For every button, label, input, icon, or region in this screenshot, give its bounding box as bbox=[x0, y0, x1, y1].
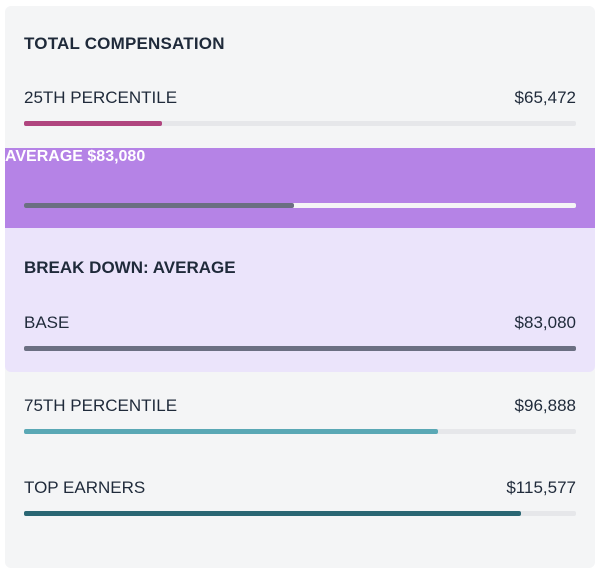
progress-track bbox=[24, 511, 576, 516]
progress-track bbox=[24, 203, 576, 208]
progress-track bbox=[24, 121, 576, 126]
breakdown-panel: BREAK DOWN: AVERAGE BASE $83,080 bbox=[5, 228, 595, 372]
progress-track bbox=[24, 429, 576, 434]
row-value: $65,472 bbox=[514, 88, 576, 107]
breakdown-title: BREAK DOWN: AVERAGE bbox=[24, 258, 236, 277]
row-label: AVERAGE bbox=[5, 148, 83, 165]
row-value: $115,577 bbox=[506, 478, 576, 497]
row-label: TOP EARNERS bbox=[24, 478, 146, 497]
card-title: TOTAL COMPENSATION bbox=[24, 34, 225, 53]
row-value: $96,888 bbox=[514, 396, 576, 415]
progress-fill bbox=[24, 429, 438, 434]
compensation-card: TOTAL COMPENSATION 25TH PERCENTILE $65,4… bbox=[5, 6, 595, 568]
progress-fill bbox=[24, 203, 295, 208]
row-value: $83,080 bbox=[87, 148, 146, 165]
progress-fill bbox=[24, 121, 162, 126]
progress-fill bbox=[24, 346, 576, 351]
row-label: 25TH PERCENTILE bbox=[24, 88, 178, 107]
row-label: BASE bbox=[24, 313, 70, 332]
row-label: 75TH PERCENTILE bbox=[24, 396, 178, 415]
row-value: $83,080 bbox=[514, 313, 576, 332]
progress-track bbox=[24, 346, 576, 351]
progress-fill bbox=[24, 511, 521, 516]
row-average[interactable]: AVERAGE $83,080 bbox=[5, 148, 595, 228]
